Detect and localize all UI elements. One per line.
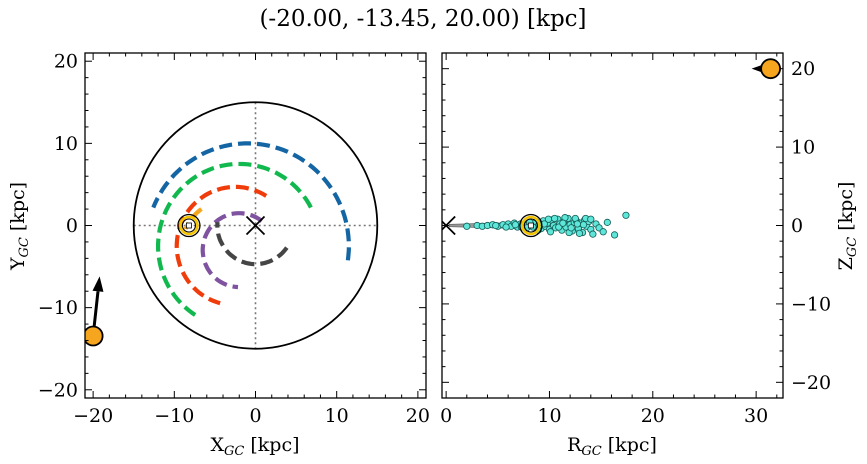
left-y-tick-label: −20 bbox=[38, 379, 78, 401]
right-x-tick-labels: 0 10 20 30 bbox=[440, 405, 768, 427]
sun-center-square bbox=[527, 222, 534, 229]
left-plot-area bbox=[85, 101, 379, 350]
left-x-tick-labels: −20 −10 0 10 20 bbox=[73, 405, 430, 427]
star-point bbox=[573, 220, 581, 228]
right-x-axis-label: RGC [kpc] bbox=[567, 434, 657, 459]
left-x-axis-label: XGC [kpc] bbox=[210, 434, 299, 459]
right-axes-frame bbox=[441, 52, 784, 399]
left-panel: −20 −10 0 10 20 −20 −10 0 10 20 XGC [kpc] YGC [k… bbox=[7, 51, 430, 459]
star-point bbox=[587, 215, 595, 223]
star-point bbox=[567, 224, 575, 232]
arm-purple bbox=[200, 211, 264, 290]
left-y-axis-label: YGC [kpc] bbox=[7, 182, 32, 271]
star-point bbox=[492, 221, 500, 230]
right-y-tick-labels: −20 −10 0 10 20 bbox=[791, 58, 831, 394]
right-x-tick-label: 10 bbox=[537, 405, 561, 427]
galactic-center-marker-b bbox=[245, 215, 266, 236]
left-axes-frame bbox=[84, 52, 427, 399]
star-point bbox=[579, 221, 588, 229]
right-y-tick-label: −20 bbox=[791, 372, 831, 394]
star-point bbox=[575, 229, 584, 237]
star-point bbox=[544, 215, 553, 223]
star-point bbox=[546, 228, 555, 236]
right-y-axis-label: ZGC [kpc] bbox=[835, 182, 860, 271]
right-x-tick-label: 0 bbox=[440, 405, 452, 427]
right-y-tick-label: 0 bbox=[791, 215, 803, 237]
star-point bbox=[502, 223, 510, 231]
left-y-tick-label: 20 bbox=[54, 51, 78, 73]
left-y-tick-label: 10 bbox=[54, 133, 78, 155]
left-x-tick-label: 20 bbox=[406, 405, 430, 427]
arm-blue bbox=[151, 141, 352, 261]
star-point bbox=[540, 220, 548, 228]
left-x-tick-label: −10 bbox=[154, 405, 194, 427]
observer-marker bbox=[85, 325, 104, 347]
left-x-tick-label: 0 bbox=[249, 405, 261, 427]
star-point bbox=[559, 219, 567, 227]
right-y-tick-label: 10 bbox=[791, 137, 815, 159]
right-plot-area bbox=[442, 211, 630, 239]
observer-velocity-arrow-head bbox=[92, 276, 104, 292]
star-point bbox=[622, 211, 630, 219]
star-point bbox=[463, 222, 471, 230]
galaxy-boundary-circle bbox=[132, 101, 379, 350]
sun-outer-ring bbox=[177, 213, 201, 238]
left-x-tick-label: −20 bbox=[73, 405, 113, 427]
left-x-tick-label: 10 bbox=[325, 405, 349, 427]
right-x-tick-label: 20 bbox=[641, 405, 665, 427]
observer-marker bbox=[760, 58, 781, 80]
star-point bbox=[511, 221, 519, 229]
sun-yellow-ring bbox=[521, 215, 541, 236]
right-observer-layer bbox=[751, 58, 781, 80]
sun-yellow-ring bbox=[179, 215, 199, 236]
sun-inner-ring bbox=[181, 218, 196, 233]
right-y-tick-label: −10 bbox=[791, 293, 831, 315]
sun-inner-ring bbox=[523, 218, 538, 233]
sun-center-square bbox=[186, 222, 192, 229]
left-y-tick-label: 0 bbox=[66, 215, 78, 237]
right-y-tick-label: 20 bbox=[791, 58, 815, 80]
sun-outer-ring bbox=[519, 213, 543, 238]
star-point bbox=[603, 218, 611, 226]
arm-green bbox=[156, 161, 313, 318]
figure-title: (-20.00, -13.45, 20.00) [kpc] bbox=[259, 6, 586, 32]
star-point bbox=[551, 214, 559, 223]
star-point bbox=[589, 230, 597, 238]
right-x-tick-label: 30 bbox=[744, 405, 768, 427]
left-y-tick-labels: −20 −10 0 10 20 bbox=[38, 51, 78, 402]
arm-dark-grey bbox=[215, 221, 289, 267]
star-point bbox=[610, 231, 619, 239]
left-y-tick-label: −10 bbox=[38, 297, 78, 319]
star-point bbox=[599, 228, 607, 236]
right-panel: 0 10 20 30 −20 −10 0 10 20 RGC [kpc] ZGC [kpc] bbox=[440, 52, 860, 459]
